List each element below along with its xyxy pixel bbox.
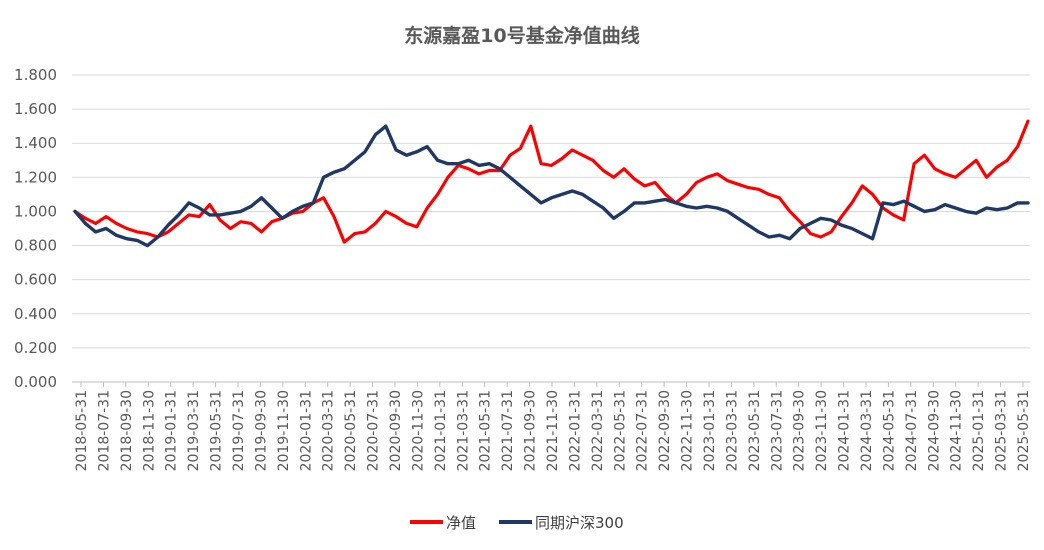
x-tick-label: 2023-05-31 [747, 390, 763, 471]
x-tick-label: 2018-11-30 [141, 390, 157, 471]
x-tick-label: 2025-03-31 [994, 390, 1010, 471]
x-tick-label: 2023-11-30 [814, 390, 830, 471]
x-tick-label: 2022-11-30 [680, 390, 696, 471]
x-tick-label: 2019-01-31 [164, 390, 180, 471]
y-tick-label: 1.600 [14, 100, 57, 118]
x-tick-label: 2020-11-30 [410, 390, 426, 471]
x-tick-label: 2024-03-31 [859, 390, 875, 471]
x-tick-label: 2024-09-30 [926, 390, 942, 471]
legend-label-nav: 净值 [446, 514, 476, 532]
x-tick-label: 2024-11-30 [949, 390, 965, 471]
x-tick-label: 2021-09-30 [523, 390, 539, 471]
x-tick-label: 2020-09-30 [388, 390, 404, 471]
y-tick-label: 1.000 [14, 202, 57, 220]
x-tick-label: 2021-03-31 [455, 390, 471, 471]
x-tick-label: 2022-09-30 [657, 390, 673, 471]
x-tick-label: 2019-11-30 [276, 390, 292, 471]
gridlines [72, 74, 1030, 383]
x-tick-label: 2020-03-31 [321, 390, 337, 471]
x-tick-label: 2023-03-31 [724, 390, 740, 471]
x-tick-label: 2019-05-31 [209, 390, 225, 471]
x-tick-label: 2024-07-31 [904, 390, 920, 471]
x-tick-label: 2019-09-30 [253, 390, 269, 471]
x-tick-label: 2020-01-31 [298, 390, 314, 471]
x-tick-label: 2022-01-31 [567, 390, 583, 471]
series-line-nav [73, 119, 1030, 244]
series-lines [73, 119, 1030, 248]
x-tick-label: 2022-03-31 [590, 390, 606, 471]
chart-title: 东源嘉盈10号基金净值曲线 [404, 24, 639, 47]
legend-label-benchmark: 同期沪深300 [535, 514, 624, 532]
x-tick-label: 2021-05-31 [478, 390, 494, 471]
x-tick-label: 2022-07-31 [635, 390, 651, 471]
x-tick-label: 2018-07-31 [96, 390, 112, 471]
y-tick-label: 0.600 [14, 271, 57, 289]
x-tick-label: 2018-09-30 [119, 390, 135, 471]
x-tick-label: 2023-01-31 [702, 390, 718, 471]
y-tick-label: 1.400 [14, 134, 57, 152]
x-tick-label: 2018-05-31 [74, 390, 90, 471]
legend: 净值 同期沪深300 [410, 514, 624, 532]
x-tick-label: 2024-05-31 [881, 390, 897, 471]
x-tick-label: 2019-03-31 [186, 390, 202, 471]
x-tick-label: 2022-05-31 [612, 390, 628, 471]
x-tick-label: 2021-01-31 [433, 390, 449, 471]
x-tick-label: 2023-09-30 [792, 390, 808, 471]
x-tick-label: 2021-11-30 [545, 390, 561, 471]
x-tick-label: 2020-05-31 [343, 390, 359, 471]
y-tick-label: 0.400 [14, 305, 57, 323]
y-tick-label: 0.800 [14, 237, 57, 255]
y-tick-label: 1.200 [14, 168, 57, 186]
x-tick-label: 2021-07-31 [500, 390, 516, 471]
x-tick-label: 2024-01-31 [837, 390, 853, 471]
x-axis: 2018-05-31 2018-07-31 2018-09-30 2018-11-30… [74, 382, 1032, 471]
x-tick-label: 2025-01-31 [971, 390, 987, 471]
y-axis: 0.000 0.200 0.400 0.600 0.800 1.000 1.200 1.400… [14, 66, 57, 391]
x-tick-label: 2019-07-31 [231, 390, 247, 471]
y-tick-label: 0.200 [14, 339, 57, 357]
series-line-benchmark [73, 124, 1030, 248]
y-tick-label: 1.800 [14, 66, 57, 84]
x-tick-label: 2020-07-31 [366, 390, 382, 471]
y-tick-label: 0.000 [14, 373, 57, 391]
x-tick-label: 2023-07-31 [769, 390, 785, 471]
x-tick-label: 2025-05-31 [1016, 390, 1032, 471]
